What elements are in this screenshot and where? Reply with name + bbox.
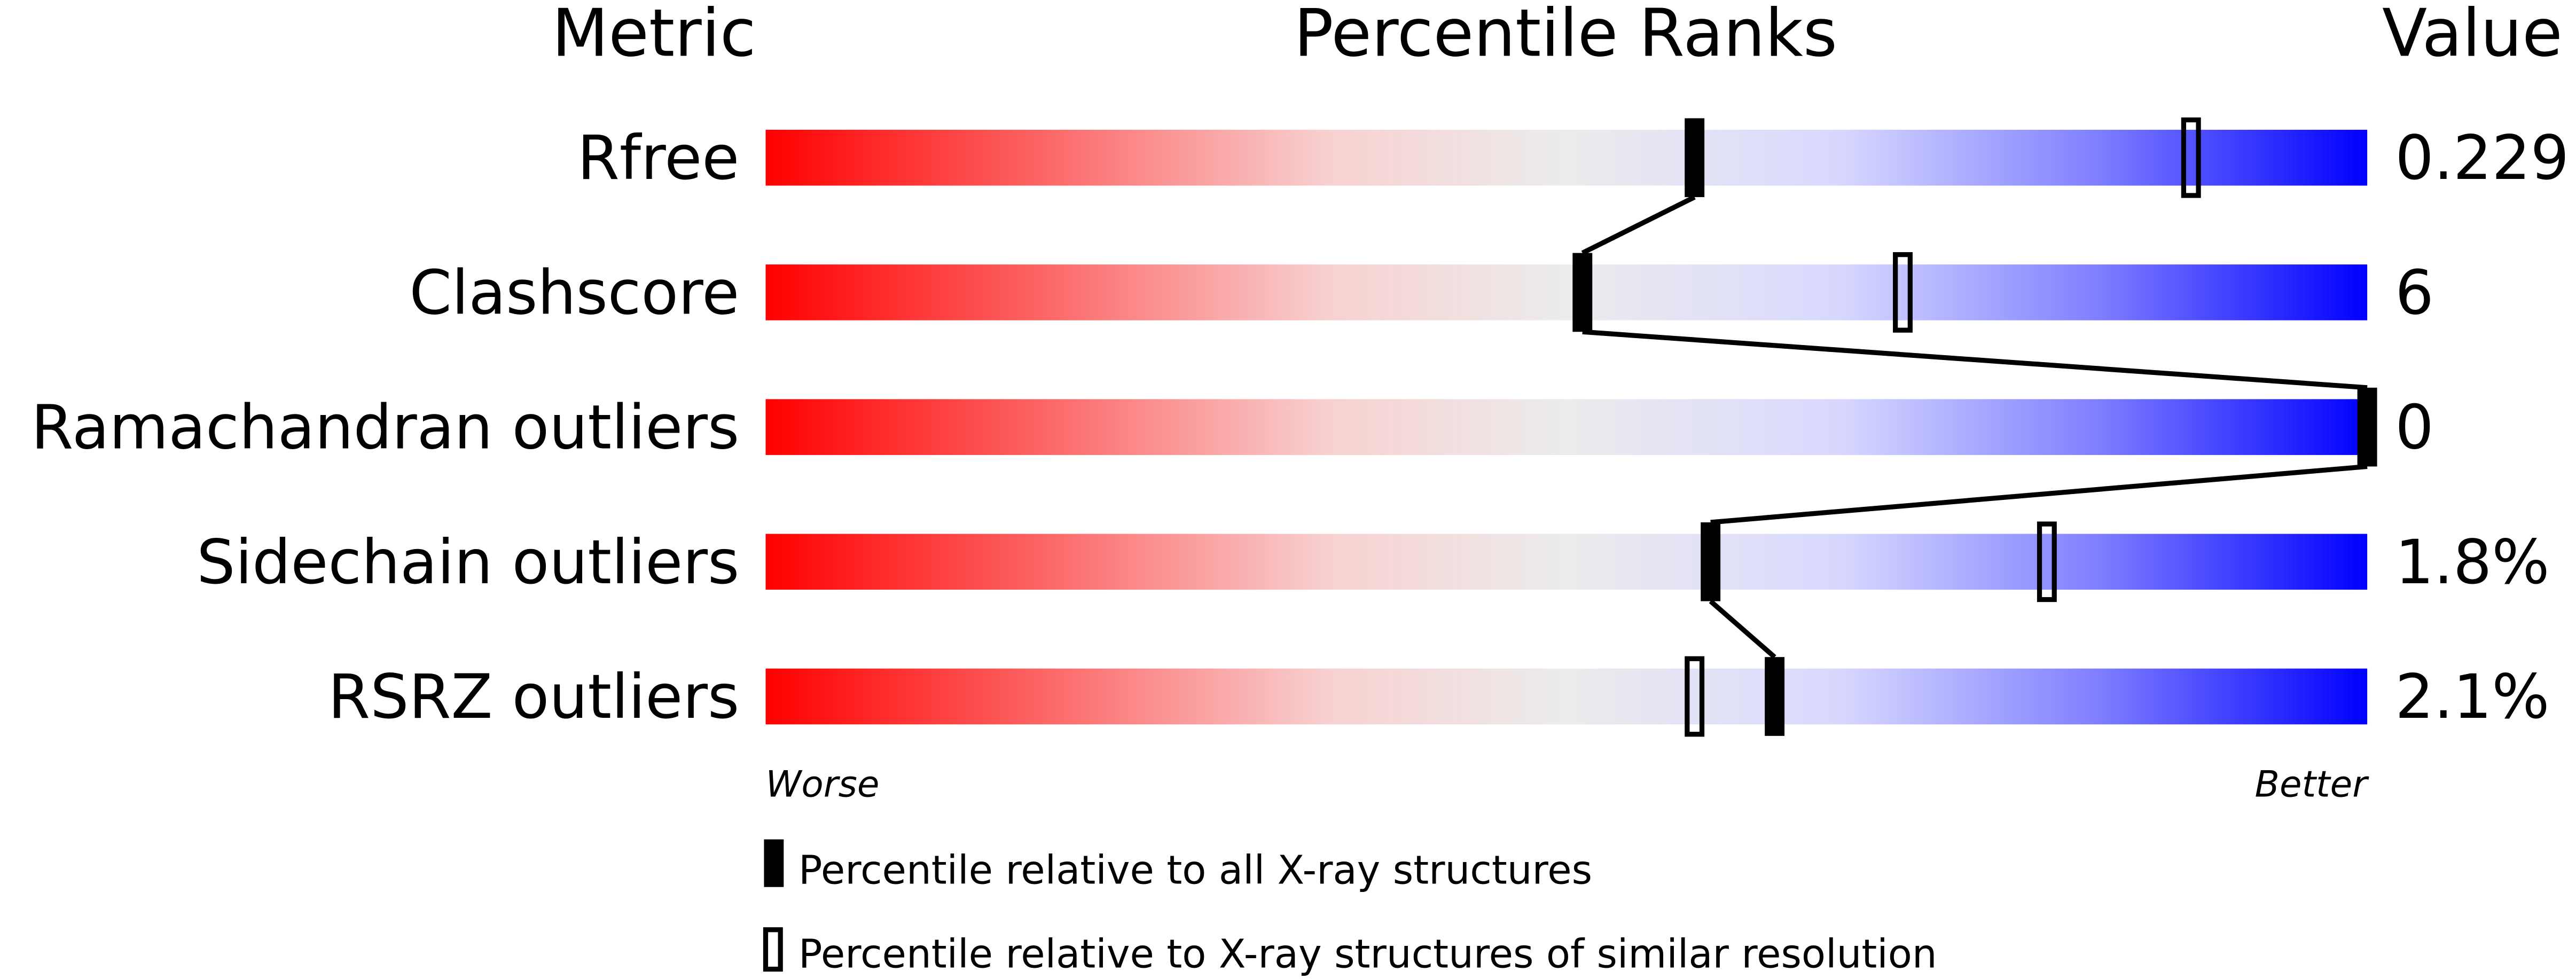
metric-label: Sidechain outliers — [197, 527, 739, 598]
percentile-bar — [765, 399, 2368, 455]
percentile-bar — [765, 264, 2368, 320]
axis-label-better: Better — [2255, 763, 2370, 805]
similar-resolution-percentile-marker — [1685, 656, 1705, 737]
percentile-bar — [765, 668, 2368, 725]
metric-label: Clashscore — [409, 257, 739, 328]
legend-all-label: Percentile relative to all X-ray structu… — [798, 848, 1592, 894]
metric-value: 0.229 — [2395, 122, 2569, 193]
axis-label-worse: Worse — [765, 763, 879, 805]
marker-connector-line — [1709, 599, 1776, 659]
marker-connector-line — [1581, 194, 1696, 255]
metric-value: 0 — [2395, 392, 2433, 463]
percentile-bar — [765, 129, 2368, 186]
similar-resolution-percentile-marker — [2037, 521, 2057, 602]
header-percentile-ranks: Percentile Ranks — [1294, 0, 1837, 72]
marker-connector-line — [1582, 329, 2368, 390]
metric-label: RSRZ outliers — [328, 661, 739, 732]
all-structures-percentile-marker — [1765, 657, 1785, 736]
all-structures-percentile-marker — [1701, 522, 1721, 601]
marker-connector-line — [1710, 464, 2368, 525]
legend-similar-label: Percentile relative to X-ray structures … — [798, 931, 1937, 977]
percentile-bar — [765, 534, 2368, 590]
all-structures-percentile-marker — [1572, 253, 1593, 332]
metric-label: Ramachandran outliers — [31, 392, 739, 463]
all-structures-percentile-marker — [1685, 118, 1705, 198]
header-value: Value — [2382, 0, 2563, 72]
legend-filled-marker-icon — [764, 839, 784, 887]
similar-resolution-percentile-marker — [2181, 117, 2201, 198]
all-structures-percentile-marker — [2357, 387, 2377, 467]
metric-value: 1.8% — [2395, 527, 2549, 598]
legend-open-marker-icon — [763, 927, 783, 972]
header-metric: Metric — [552, 0, 756, 72]
similar-resolution-percentile-marker — [1893, 252, 1913, 333]
metric-value: 2.1% — [2395, 661, 2549, 732]
metric-label: Rfree — [577, 122, 739, 193]
metric-value: 6 — [2395, 257, 2433, 328]
